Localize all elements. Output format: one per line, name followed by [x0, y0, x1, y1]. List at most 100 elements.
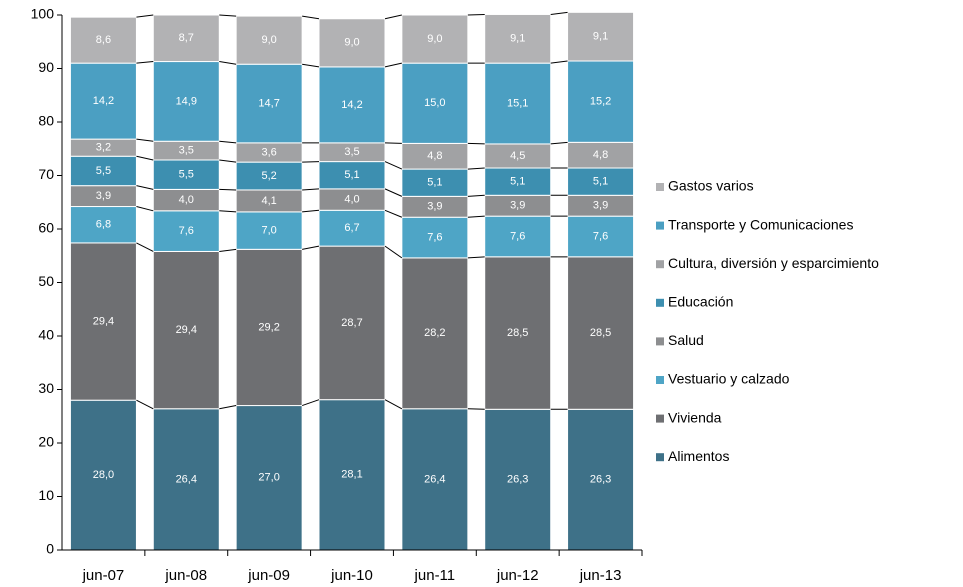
- value-label: 8,6: [96, 34, 111, 46]
- value-label: 26,4: [176, 473, 197, 485]
- legend-swatch: [656, 260, 664, 269]
- legend-label: Vestuario y calzado: [668, 371, 790, 387]
- connector-line: [467, 256, 485, 259]
- legend-swatch: [656, 298, 664, 307]
- bar-segment: [567, 141, 635, 169]
- connector-line: [136, 399, 154, 410]
- value-label: 14,7: [258, 97, 279, 109]
- value-label: 6,7: [344, 222, 359, 234]
- value-label: 3,9: [96, 190, 111, 202]
- bar-segment: [318, 399, 386, 551]
- value-label: 7,6: [510, 230, 525, 242]
- value-label: 26,3: [507, 474, 528, 486]
- connector-line: [136, 61, 154, 64]
- value-label: 3,2: [96, 142, 111, 154]
- connector-line: [384, 209, 403, 218]
- connector-line: [136, 185, 154, 190]
- bar-segment: [484, 62, 552, 145]
- value-label: 5,2: [261, 170, 276, 182]
- value-label: 5,1: [510, 176, 525, 188]
- value-label: 3,5: [344, 146, 359, 158]
- connector-line: [219, 61, 237, 65]
- value-label: 3,9: [593, 200, 608, 212]
- y-tick-label: 40: [38, 327, 54, 343]
- value-label: 4,5: [510, 150, 525, 162]
- bar-segment: [567, 11, 635, 62]
- value-label: 27,0: [258, 472, 279, 484]
- y-tick-label: 100: [31, 6, 55, 22]
- legend-label: Transporte y Comunicaciones: [668, 216, 853, 232]
- connector-line: [384, 245, 403, 259]
- value-label: 28,0: [93, 469, 114, 481]
- value-label: 5,5: [179, 169, 194, 181]
- connector-line: [467, 194, 485, 197]
- value-label: 3,9: [427, 201, 442, 213]
- y-tick-label: 20: [38, 434, 54, 450]
- x-tick-label: jun-10: [330, 567, 373, 584]
- connector-line: [384, 399, 403, 410]
- value-label: 3,5: [179, 145, 194, 157]
- connector-line: [302, 245, 320, 250]
- value-label: 28,7: [341, 317, 362, 329]
- connector-line: [219, 14, 237, 17]
- bar-segment: [235, 63, 303, 144]
- connector-line: [301, 399, 320, 407]
- bar-segment: [567, 408, 635, 551]
- bar-segment: [235, 15, 303, 65]
- bar-segment: [152, 250, 220, 410]
- value-label: 15,0: [424, 97, 445, 109]
- connector-line: [384, 188, 403, 197]
- bar-segment: [318, 66, 386, 144]
- y-tick-label: 30: [38, 380, 54, 396]
- legend-label: Vivienda: [668, 409, 722, 425]
- connector-line: [550, 141, 568, 145]
- connector-line: [550, 11, 568, 15]
- connector-line: [219, 140, 237, 144]
- y-tick-label: 80: [38, 113, 54, 129]
- bar-segment: [235, 248, 303, 407]
- legend-swatch: [656, 221, 664, 230]
- connector-line: [136, 138, 154, 142]
- value-label: 26,3: [590, 474, 611, 486]
- value-label: 8,7: [179, 32, 194, 44]
- bar-segment: [69, 62, 137, 140]
- connector-line: [219, 248, 237, 252]
- legend-swatch: [656, 453, 664, 462]
- bar-segment: [152, 210, 220, 252]
- connector-line: [467, 13, 485, 16]
- value-label: 14,2: [341, 99, 362, 111]
- x-tick-label: jun-08: [164, 567, 207, 584]
- value-label: 14,2: [93, 95, 114, 107]
- bar-segment: [567, 167, 635, 196]
- value-label: 14,9: [176, 95, 197, 107]
- connector-line: [467, 167, 485, 170]
- legend-label: Alimentos: [668, 448, 729, 464]
- value-label: 28,2: [424, 327, 445, 339]
- connector-line: [302, 161, 320, 163]
- value-label: 7,6: [593, 230, 608, 242]
- connector-line: [302, 15, 320, 20]
- bar-segment: [484, 13, 552, 64]
- bar-segment: [318, 161, 386, 190]
- value-label: 7,6: [179, 225, 194, 237]
- connector-line: [467, 142, 485, 145]
- legend-swatch: [656, 183, 664, 191]
- bar-segment: [69, 206, 137, 244]
- connector-line: [384, 62, 402, 68]
- value-label: 7,6: [427, 231, 442, 243]
- bar-segment: [401, 216, 469, 259]
- bar-segment: [69, 16, 137, 64]
- bar-segment: [318, 18, 386, 68]
- x-tick-label: jun-11: [414, 567, 456, 584]
- value-label: 3,6: [261, 146, 276, 158]
- value-label: 4,0: [344, 193, 359, 205]
- legend-swatch: [656, 337, 664, 346]
- value-label: 7,0: [261, 225, 276, 237]
- x-tick-label: jun-12: [496, 567, 539, 584]
- value-label: 9,0: [261, 34, 276, 46]
- connector-line: [219, 159, 237, 163]
- connector-line: [136, 155, 154, 161]
- value-label: 15,2: [590, 96, 611, 108]
- connector-line: [384, 142, 402, 144]
